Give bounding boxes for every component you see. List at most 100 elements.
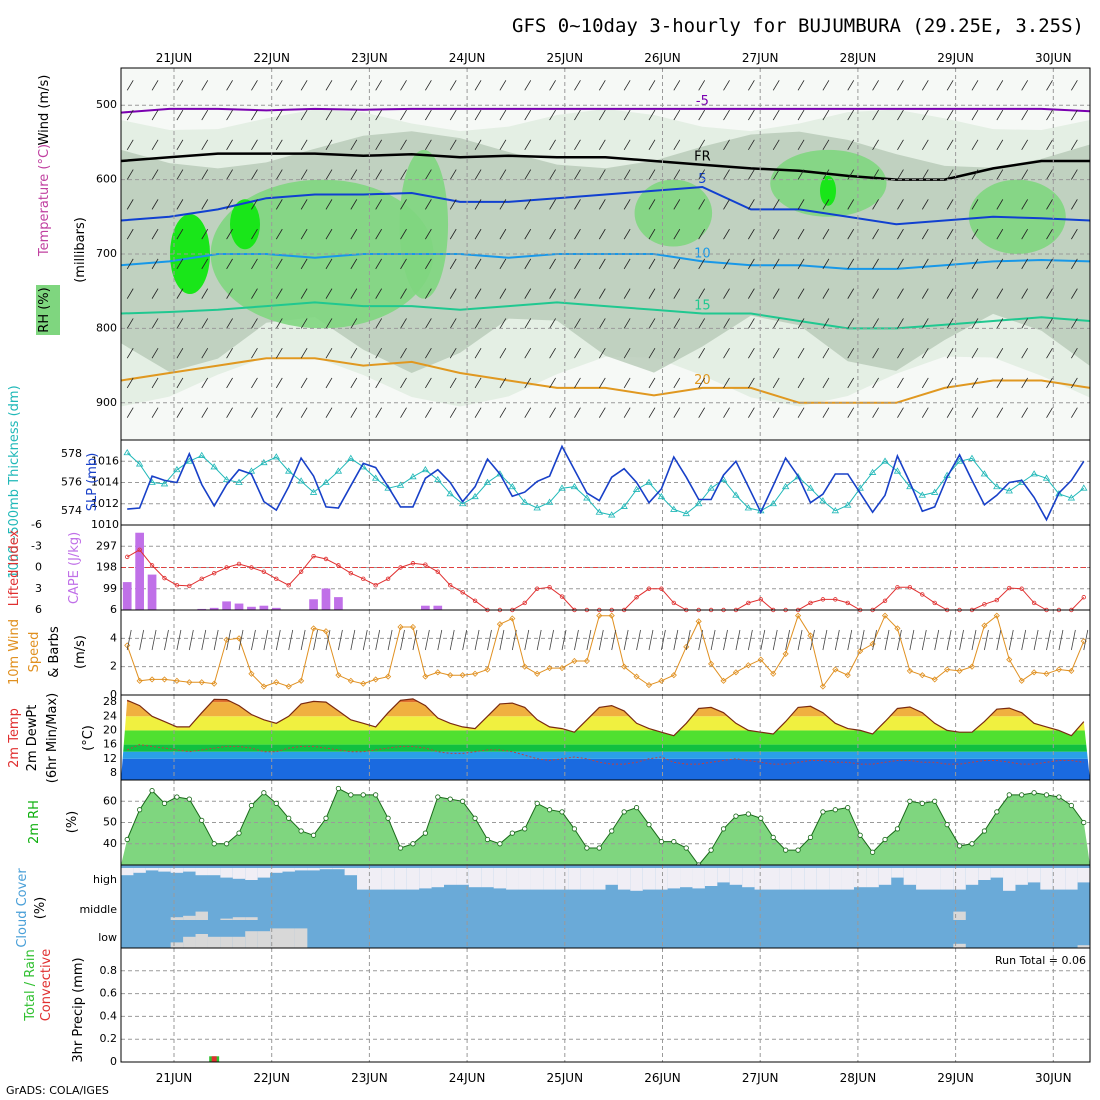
wind-barb bbox=[772, 258, 780, 270]
thickness-marker bbox=[645, 478, 653, 485]
rh-marker bbox=[447, 796, 453, 802]
wind-speed-marker bbox=[596, 612, 603, 619]
wind-barb bbox=[524, 80, 532, 91]
wind-barb bbox=[673, 629, 679, 651]
wind-barb bbox=[897, 318, 904, 329]
top-date-axis: 21JUN 22JUN 23JUN 24JUN 25JUN 26JUN 27JUN 28JUN… bbox=[156, 51, 1072, 72]
wind-barb bbox=[996, 377, 1004, 389]
rh-marker bbox=[783, 847, 789, 853]
wind-barb bbox=[201, 80, 209, 91]
date-label-top: 26JUN bbox=[644, 51, 681, 65]
wind-barb bbox=[996, 80, 1004, 91]
wind-barb bbox=[524, 169, 532, 180]
wind-barb bbox=[797, 347, 805, 359]
wind-barb bbox=[126, 288, 134, 299]
wind-barb bbox=[723, 80, 730, 91]
cloud-high-bar bbox=[1052, 868, 1066, 890]
wind-barb bbox=[449, 258, 457, 270]
temperature-contour bbox=[120, 301, 1091, 330]
wind-barb bbox=[126, 258, 134, 270]
thickness-line bbox=[126, 452, 1085, 516]
wind-barb bbox=[201, 407, 209, 418]
rh-marker bbox=[310, 832, 317, 838]
wind-barb bbox=[673, 318, 681, 329]
wind-speed-marker bbox=[1018, 677, 1025, 684]
wind-barb bbox=[946, 258, 954, 270]
wind-barb bbox=[1021, 199, 1029, 210]
wind-barb bbox=[176, 629, 182, 651]
wind-barb bbox=[226, 139, 233, 151]
wind-barb bbox=[797, 199, 805, 210]
wind-barb bbox=[598, 377, 606, 389]
wind-speed-marker bbox=[770, 670, 777, 677]
wind-barb bbox=[400, 139, 407, 151]
wind-barb bbox=[598, 109, 606, 121]
wind-barb bbox=[748, 407, 755, 418]
wind-barb bbox=[151, 199, 159, 210]
date-label-top: 27JUN bbox=[742, 51, 779, 65]
cloud-low-bar bbox=[294, 928, 308, 948]
wind-barb bbox=[1021, 169, 1029, 180]
wind-barb bbox=[474, 228, 482, 240]
thickness-marker bbox=[1042, 474, 1051, 481]
rh-marker bbox=[335, 785, 342, 792]
wind-barb bbox=[623, 318, 631, 329]
wind-barb bbox=[400, 258, 407, 270]
thickness-marker bbox=[608, 511, 616, 518]
date-label-top: 24JUN bbox=[449, 51, 486, 65]
rh-marker bbox=[186, 796, 192, 802]
wind-barb bbox=[300, 258, 308, 270]
cloud-middle-bar bbox=[232, 917, 246, 920]
wind-barb bbox=[350, 318, 358, 329]
cloud-high-bar bbox=[704, 868, 718, 886]
upper-air-panel: -5FR5101520500600700800900(millibars)Win… bbox=[36, 67, 1091, 441]
dewpoint-line bbox=[127, 744, 1084, 765]
wind-barb bbox=[574, 80, 581, 91]
li-marker bbox=[249, 565, 254, 570]
wind-barb bbox=[748, 258, 755, 270]
thickness-marker bbox=[595, 508, 603, 515]
rh-marker bbox=[956, 843, 963, 849]
wind-barb bbox=[698, 407, 706, 418]
wind-speed-marker bbox=[310, 625, 317, 632]
wind-barb bbox=[623, 629, 629, 651]
thickness-marker bbox=[309, 488, 318, 495]
wind-barb bbox=[176, 347, 184, 359]
wind-barb bbox=[300, 407, 308, 418]
wind-barb bbox=[275, 109, 283, 121]
wind-barb bbox=[1021, 139, 1029, 151]
wind-barb bbox=[474, 199, 482, 210]
cloud-low-bar bbox=[183, 936, 196, 948]
wind-barb bbox=[300, 377, 308, 389]
wind-barb bbox=[275, 377, 283, 389]
wind-barb bbox=[971, 80, 979, 91]
wind-barb bbox=[897, 228, 904, 240]
cloud-high-bar bbox=[518, 868, 531, 890]
wind-barb bbox=[872, 377, 879, 389]
wind-barb bbox=[723, 139, 730, 151]
wind-speed-marker bbox=[372, 676, 379, 683]
wind-barb bbox=[673, 80, 681, 91]
wind-barb bbox=[772, 407, 780, 418]
slp-line bbox=[127, 444, 1085, 522]
wind-barb bbox=[1046, 169, 1053, 180]
wind-barb bbox=[126, 377, 134, 389]
convective-axis-label: Convective bbox=[39, 949, 54, 1022]
wind-barb bbox=[412, 629, 418, 651]
precip-tick-label: 0.2 bbox=[100, 1032, 118, 1045]
wind-barb bbox=[350, 139, 358, 151]
cloud-high-bar bbox=[1015, 868, 1028, 885]
wind-barb bbox=[350, 80, 358, 91]
wind-barb bbox=[847, 80, 855, 91]
wind-barb bbox=[1071, 288, 1078, 299]
wind-barb bbox=[996, 139, 1004, 151]
wind-barb bbox=[1046, 139, 1053, 151]
rh-marker bbox=[137, 807, 143, 813]
wind-barb bbox=[325, 228, 333, 240]
thickness-marker bbox=[993, 482, 1001, 490]
cloud-high-bar bbox=[978, 868, 991, 880]
wind-barb bbox=[325, 347, 333, 359]
thickness-marker bbox=[334, 467, 343, 474]
wind-barb bbox=[996, 318, 1004, 329]
wind-barb bbox=[797, 288, 805, 299]
